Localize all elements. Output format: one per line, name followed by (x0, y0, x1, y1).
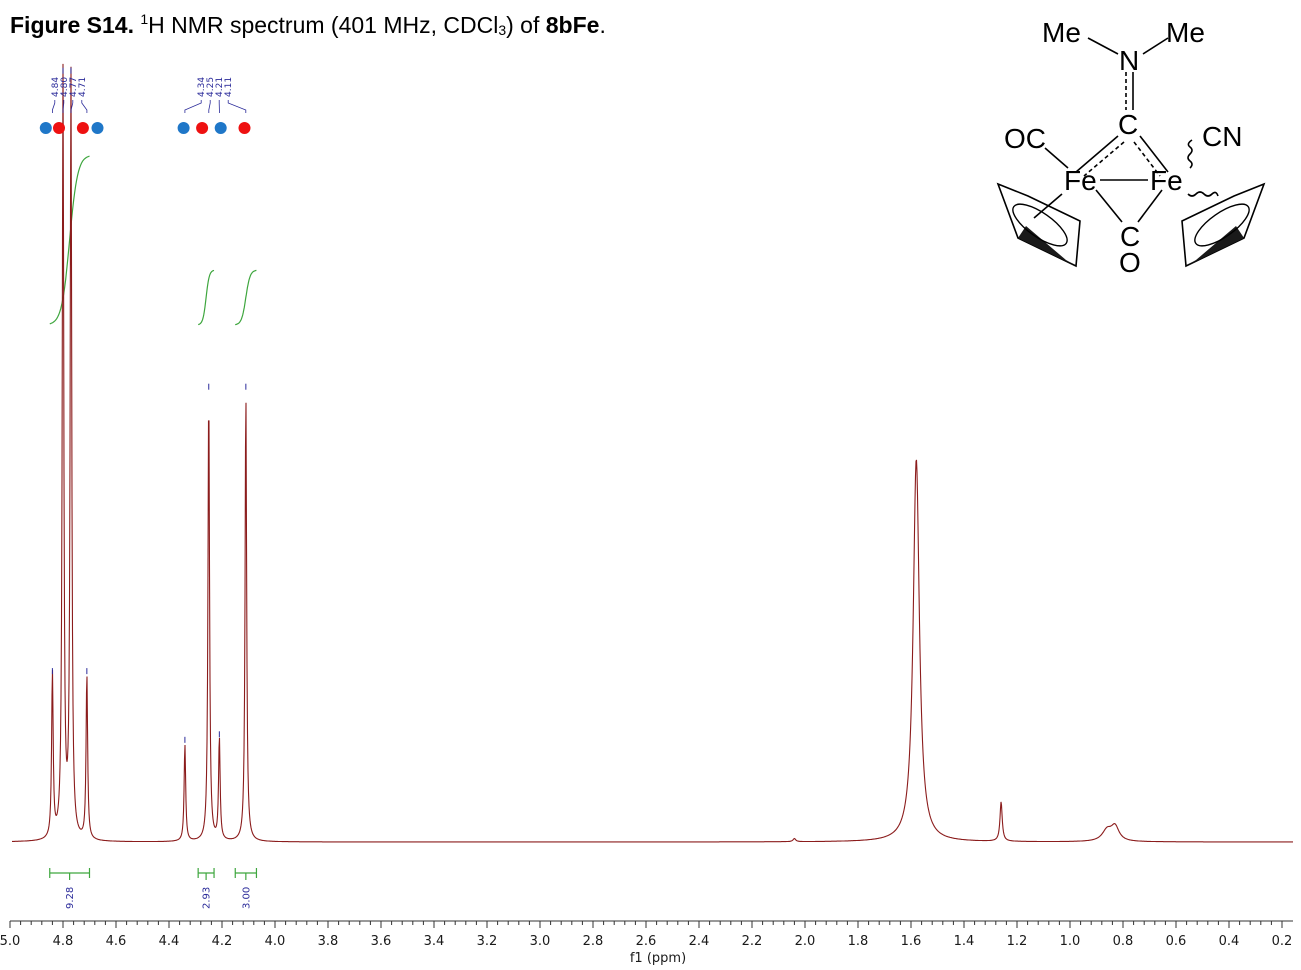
peak-label-leader (208, 100, 211, 113)
solvent-subscript: 3 (498, 22, 507, 38)
x-tick-label: 4.2 (212, 934, 233, 949)
peak-label: 4.80 (60, 77, 70, 97)
marker-blue (91, 122, 104, 134)
peak-label-leader (62, 100, 65, 113)
nitrogen-label: N (1119, 45, 1139, 76)
x-tick-label: 0.6 (1166, 934, 1187, 949)
marker-red (196, 122, 209, 134)
peak-label: 4.77 (69, 77, 79, 97)
x-tick-label: 3.4 (424, 934, 445, 949)
x-axis: 5.0 4.8 4.6 4.4 4.2 4.0 3.8 3.6 3.4 3.2 3.0 2.8 2.6 2… (0, 920, 1293, 949)
x-tick-label: 1.8 (848, 934, 869, 949)
carbonyl-left-label: OC (1004, 123, 1046, 154)
x-tick-label: 0.2 (1272, 934, 1293, 949)
peak-label: 4.25 (206, 77, 216, 97)
marker-red (238, 122, 251, 134)
caption-text-2: ) of (506, 12, 546, 38)
x-tick-label: 4.8 (53, 934, 74, 949)
x-tick-label: 2.0 (795, 934, 816, 949)
iron-left-label: Fe (1064, 165, 1097, 196)
figure-label: Figure S14. (10, 12, 134, 38)
x-tick-label: 2.2 (742, 934, 763, 949)
x-tick-label: 2.6 (636, 934, 657, 949)
x-tick-label: 3.6 (371, 934, 392, 949)
integral-curve (235, 269, 257, 326)
molecule-structure: Me Me N C OC CN Fe Fe C O (996, 17, 1266, 278)
peak-label-leader (52, 100, 56, 113)
x-tick-label: 0.8 (1113, 934, 1134, 949)
peak-label: 4.71 (78, 77, 88, 97)
peak-labels: 4.84 4.80 4.77 4.71 4.34 4.25 4.21 4.11 (51, 67, 247, 743)
integral-value: 3.00 (241, 887, 252, 909)
x-tick-label: 4.4 (159, 934, 180, 949)
x-tick-label: 4.0 (265, 934, 286, 949)
x-tick-label: 2.8 (583, 934, 604, 949)
carbyne-carbon-label: C (1118, 109, 1138, 140)
x-tick-label: 1.4 (954, 934, 975, 949)
peak-label-leader (81, 100, 88, 113)
bridging-carbon-label: C (1120, 221, 1140, 252)
x-tick-label: 1.0 (1060, 934, 1081, 949)
cyanide-label: CN (1202, 121, 1242, 152)
x-tick-label: 3.0 (530, 934, 551, 949)
integral-value: 9.28 (65, 887, 76, 909)
x-tick-label: 4.6 (106, 934, 127, 949)
integral-brackets: 9.28 2.93 3.00 (49, 868, 258, 909)
x-tick-label: 0.4 (1219, 934, 1240, 949)
proton-markers (39, 122, 251, 134)
x-axis-title: f1 (ppm) (630, 951, 686, 966)
spectrum-trace (12, 63, 1293, 843)
bridging-oxygen-label: O (1119, 247, 1141, 278)
cyclopentadienyl-right (1181, 182, 1266, 268)
structure-bonds (1033, 37, 1219, 223)
marker-blue (177, 122, 190, 134)
peak-label-leader (227, 100, 247, 113)
methyl-right-label: Me (1166, 17, 1205, 48)
x-tick-label: 3.2 (477, 934, 498, 949)
marker-red (76, 122, 89, 134)
integral-curves (49, 155, 257, 326)
x-tick-label: 3.8 (318, 934, 339, 949)
caption-text: H NMR spectrum (401 MHz, CDCl (148, 12, 499, 38)
marker-blue (39, 122, 52, 134)
peak-label: 4.11 (224, 77, 234, 97)
x-tick-label: 5.0 (0, 934, 20, 949)
peak-label-leader (184, 100, 202, 113)
compound-label: 8bFe (545, 12, 600, 38)
x-tick-label: 2.4 (689, 934, 710, 949)
peak-label: 4.34 (197, 77, 207, 97)
integral-curve (198, 269, 215, 326)
figure-caption: Figure S14. 1H NMR spectrum (401 MHz, CD… (10, 11, 606, 39)
caption-period: . (599, 12, 606, 38)
x-tick-label: 1.2 (1007, 934, 1028, 949)
integral-curve (49, 155, 90, 325)
cyclopentadienyl-left (996, 182, 1081, 268)
integral-value: 2.93 (202, 887, 213, 909)
peak-label: 4.84 (51, 77, 61, 97)
peak-label-leader (70, 100, 74, 113)
isotope-superscript: 1 (140, 11, 149, 27)
marker-red (53, 122, 65, 134)
methyl-left-label: Me (1042, 17, 1081, 48)
x-tick-label: 1.6 (901, 934, 922, 949)
peak-label: 4.21 (215, 77, 225, 97)
iron-right-label: Fe (1150, 165, 1183, 196)
marker-blue (214, 122, 227, 134)
